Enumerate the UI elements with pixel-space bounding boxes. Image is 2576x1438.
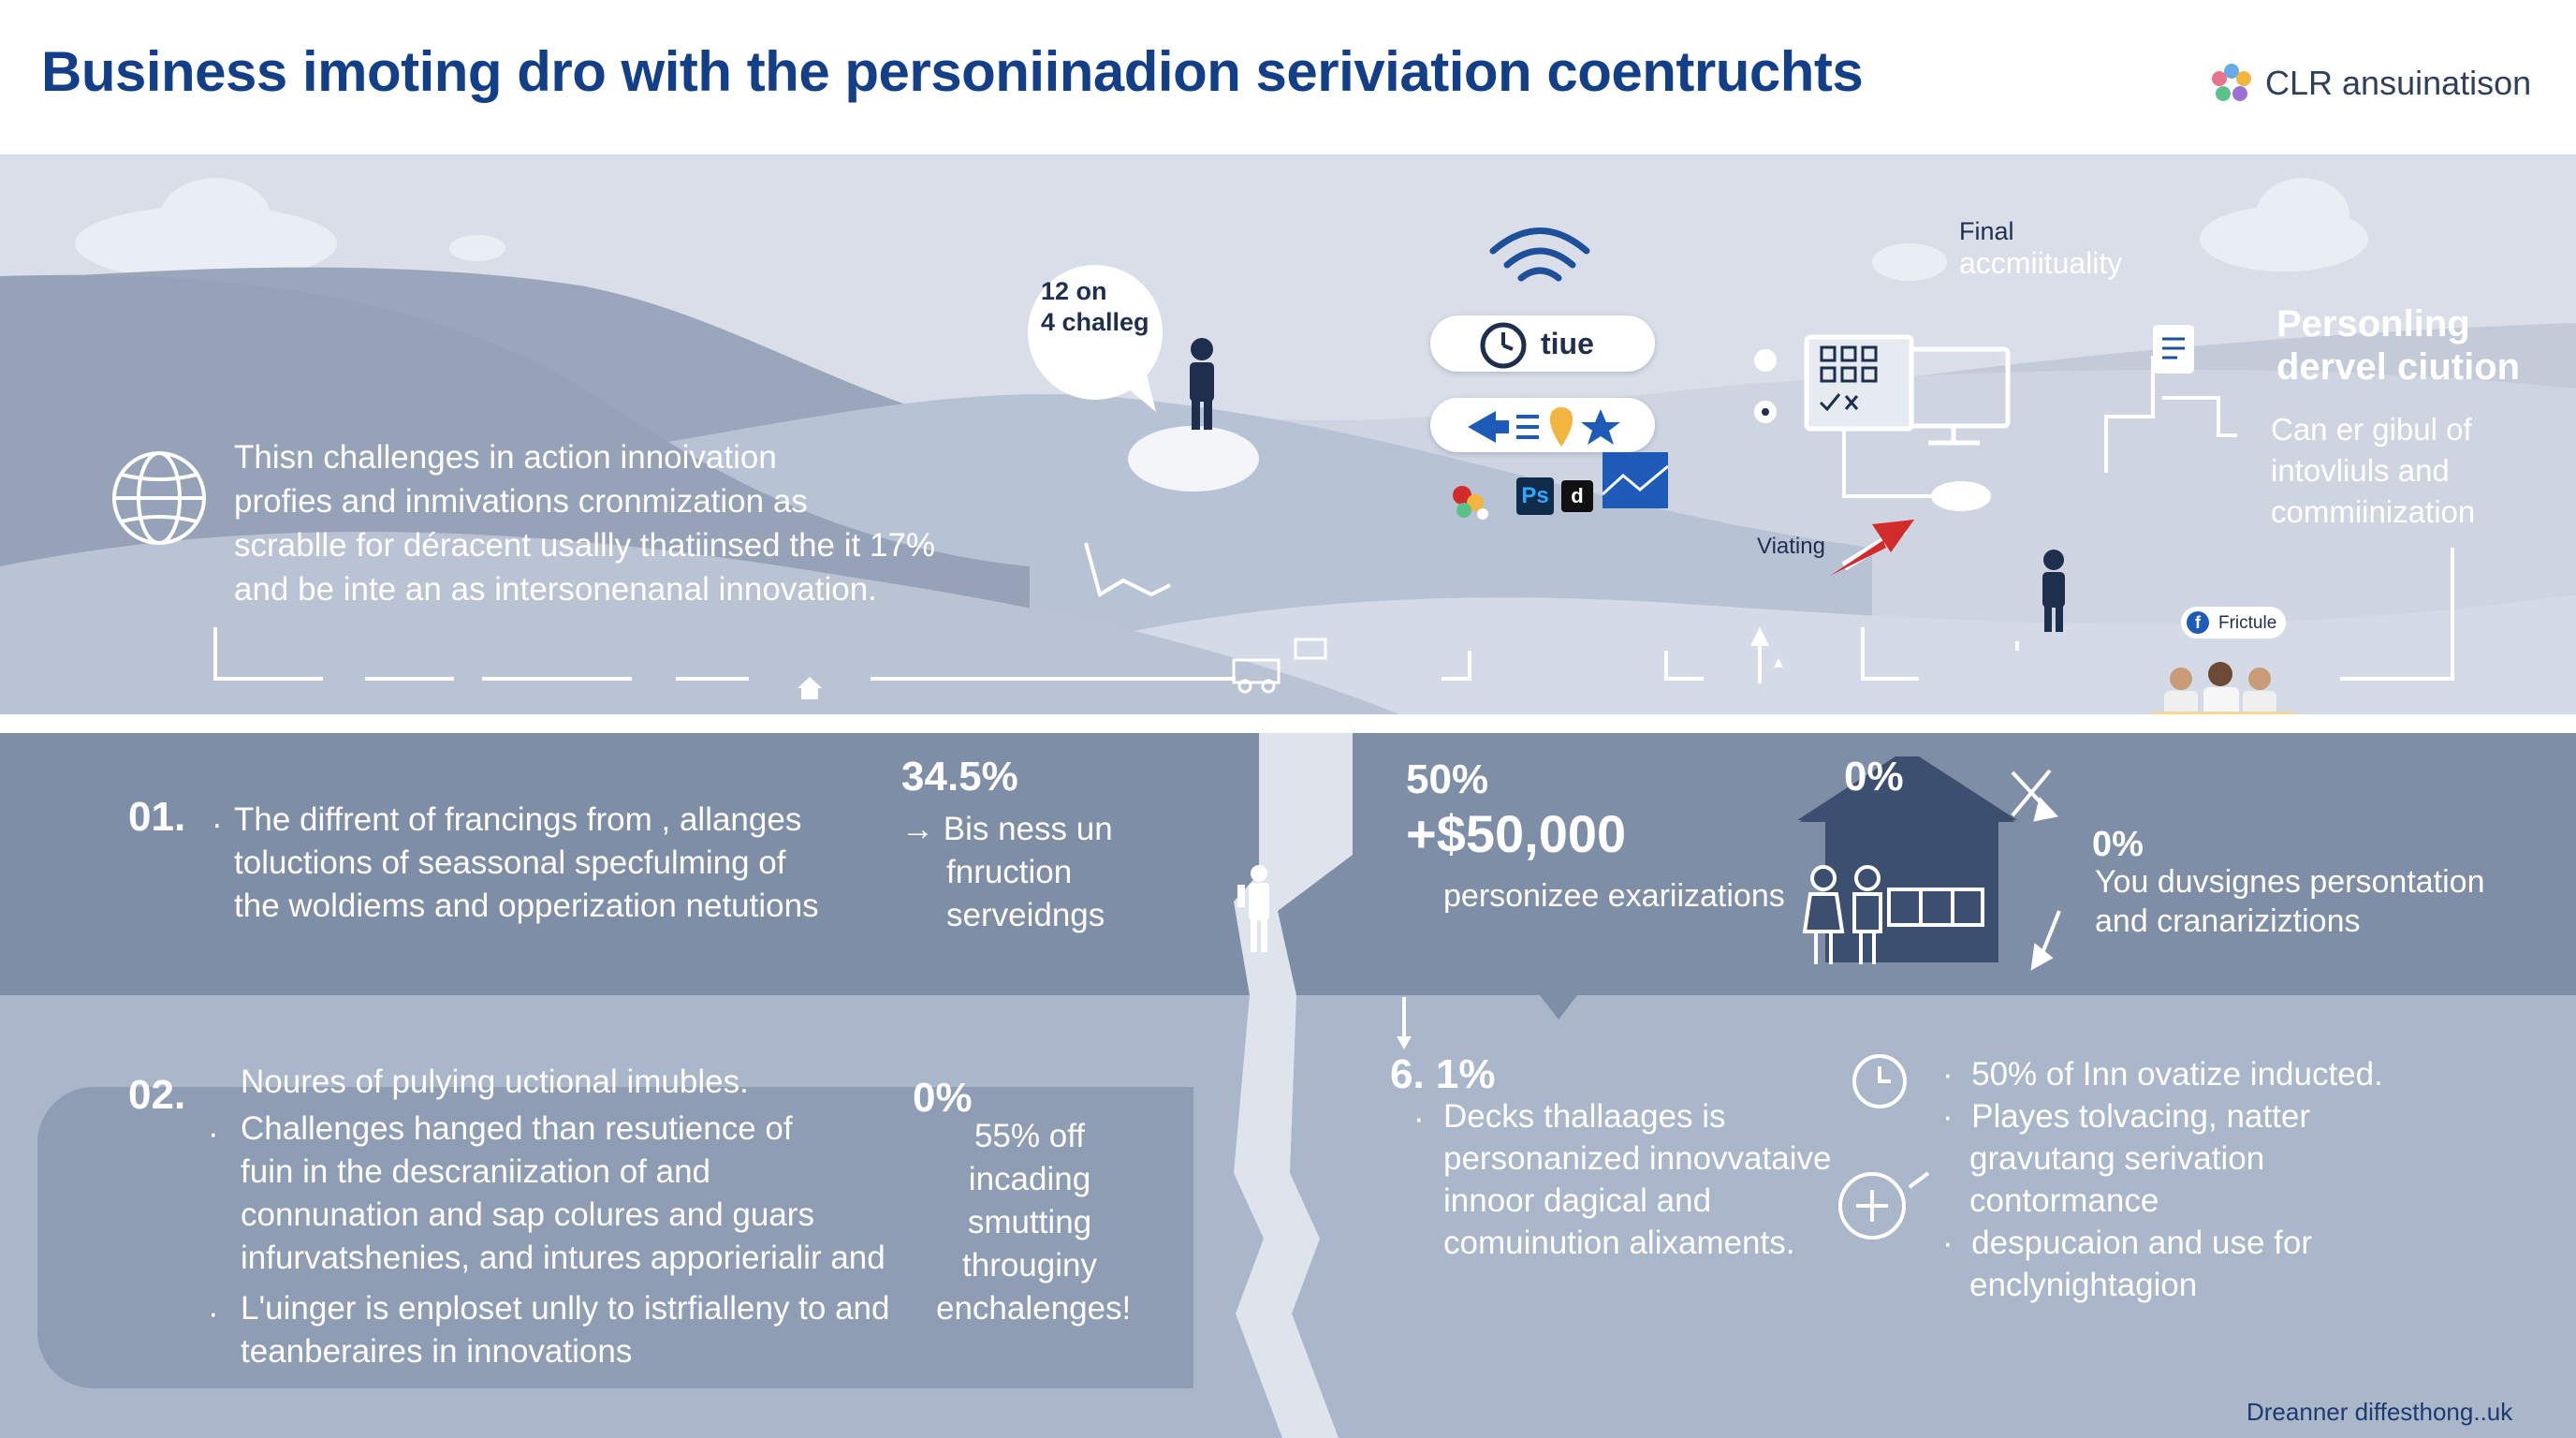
section-02: 02. Noures of pulying uctional imubles. … <box>0 995 2576 1438</box>
location-pin-icon <box>1549 407 1573 447</box>
section-02-heading: Noures of pulying uctional imubles. <box>241 1064 749 1100</box>
list-item: · Playes tolvacing, natter <box>1942 1098 2310 1135</box>
person-icon <box>1190 338 1214 430</box>
section-01-text: The diffrent of francings from , allange… <box>234 801 819 924</box>
right-bullets: · 50% of Inn ovatize inducted. · Playes … <box>1942 1053 2383 1306</box>
arrow-left-icon <box>1468 411 1496 443</box>
money-label: personizee exariizations <box>1443 878 1785 914</box>
puzzle-icon <box>1453 486 1488 520</box>
person-icon <box>2042 550 2065 632</box>
stat-0a: 0% <box>1844 754 1904 800</box>
right-title: Personling dervel ciution <box>2276 303 2521 388</box>
band1-decoration <box>1234 733 2061 995</box>
photoshop-icon: Ps <box>1516 477 1554 515</box>
list-item: · 50% of Inn ovatize inducted. <box>1942 1056 2383 1093</box>
footer-credit: Dreanner diffesthong..uk <box>2247 1398 2513 1426</box>
list-item: · despucaion and use for <box>1942 1225 2312 1261</box>
money-value: +$50,000 <box>1406 804 1627 863</box>
section-01: 01. . The diffrent of francings from , a… <box>0 733 2576 995</box>
stat-0b: 0% <box>2092 825 2144 864</box>
stat-value: 34.5% <box>901 754 1018 800</box>
band2-decoration <box>37 995 1930 1438</box>
facebook-icon: f <box>2187 611 2209 634</box>
brand-name: CLR ansuinatison <box>2265 64 2532 102</box>
clock-icon <box>1480 322 1527 369</box>
cloud-icon <box>75 178 2368 281</box>
stat-0-text: 55% off incading smutting througiny ench… <box>936 1118 1132 1327</box>
cart-icon <box>1232 638 1327 694</box>
cloud-icon <box>1931 481 1991 511</box>
final-label: Final accmiituality <box>1959 217 2123 280</box>
section-number: 02. <box>128 1072 186 1118</box>
list-icon <box>1516 415 1539 439</box>
right-text: You duvsignes persontation and cranarizi… <box>2095 864 2485 939</box>
speech-bubble-text: 12 on 4 challeg <box>1041 277 1149 336</box>
team-illustration <box>2153 662 2293 716</box>
page-title: Business imoting dro with the personiina… <box>41 40 1864 103</box>
right-subtext: Can er gibul of intovliuls and commiiniz… <box>2271 412 2476 529</box>
intro-text: Thisn challenges in action innoivation p… <box>234 439 936 608</box>
divider <box>0 714 2576 733</box>
stat-61-text: Decks thallaages is personanized innovva… <box>1443 1098 1832 1261</box>
red-arrow-icon <box>1830 520 1914 576</box>
stat-61: 6. 1% <box>1390 1051 1496 1097</box>
checklist-icon <box>1819 345 1878 412</box>
social-badge[interactable]: f Frictule <box>2181 607 2286 638</box>
stat-50: 50% <box>1406 756 1489 802</box>
section-number: 01. <box>128 794 186 840</box>
viating-label: Viating <box>1757 534 1825 559</box>
section-02-text-b: L'uinger is enploset unlly to istrfialle… <box>241 1290 890 1370</box>
wifi-icon <box>1489 227 1590 282</box>
globe-icon <box>112 451 206 545</box>
speech-bubble <box>1028 265 1163 400</box>
home-icon <box>798 677 822 699</box>
icon-pill <box>1430 398 1655 452</box>
family-icon <box>1802 865 1882 964</box>
illustration-scene: Thisn challenges in action innoivation p… <box>0 154 2576 716</box>
stat-text: → Bis ness un fnruction serveidngs <box>901 811 1113 933</box>
section-02-text-a: Challenges hanged than resutience of fui… <box>241 1110 886 1276</box>
stat-0: 0% <box>913 1075 973 1121</box>
star-icon <box>1581 409 1620 445</box>
app-d-icon: d <box>1561 480 1593 512</box>
person-icon <box>1237 865 1269 952</box>
image-icon <box>1603 452 1668 508</box>
brand-logo-icon <box>2212 64 2251 101</box>
clock-pill: tiue <box>1430 315 1655 372</box>
header: Business imoting dro with the personiina… <box>0 0 2576 154</box>
gauge-icon <box>1754 349 1777 372</box>
